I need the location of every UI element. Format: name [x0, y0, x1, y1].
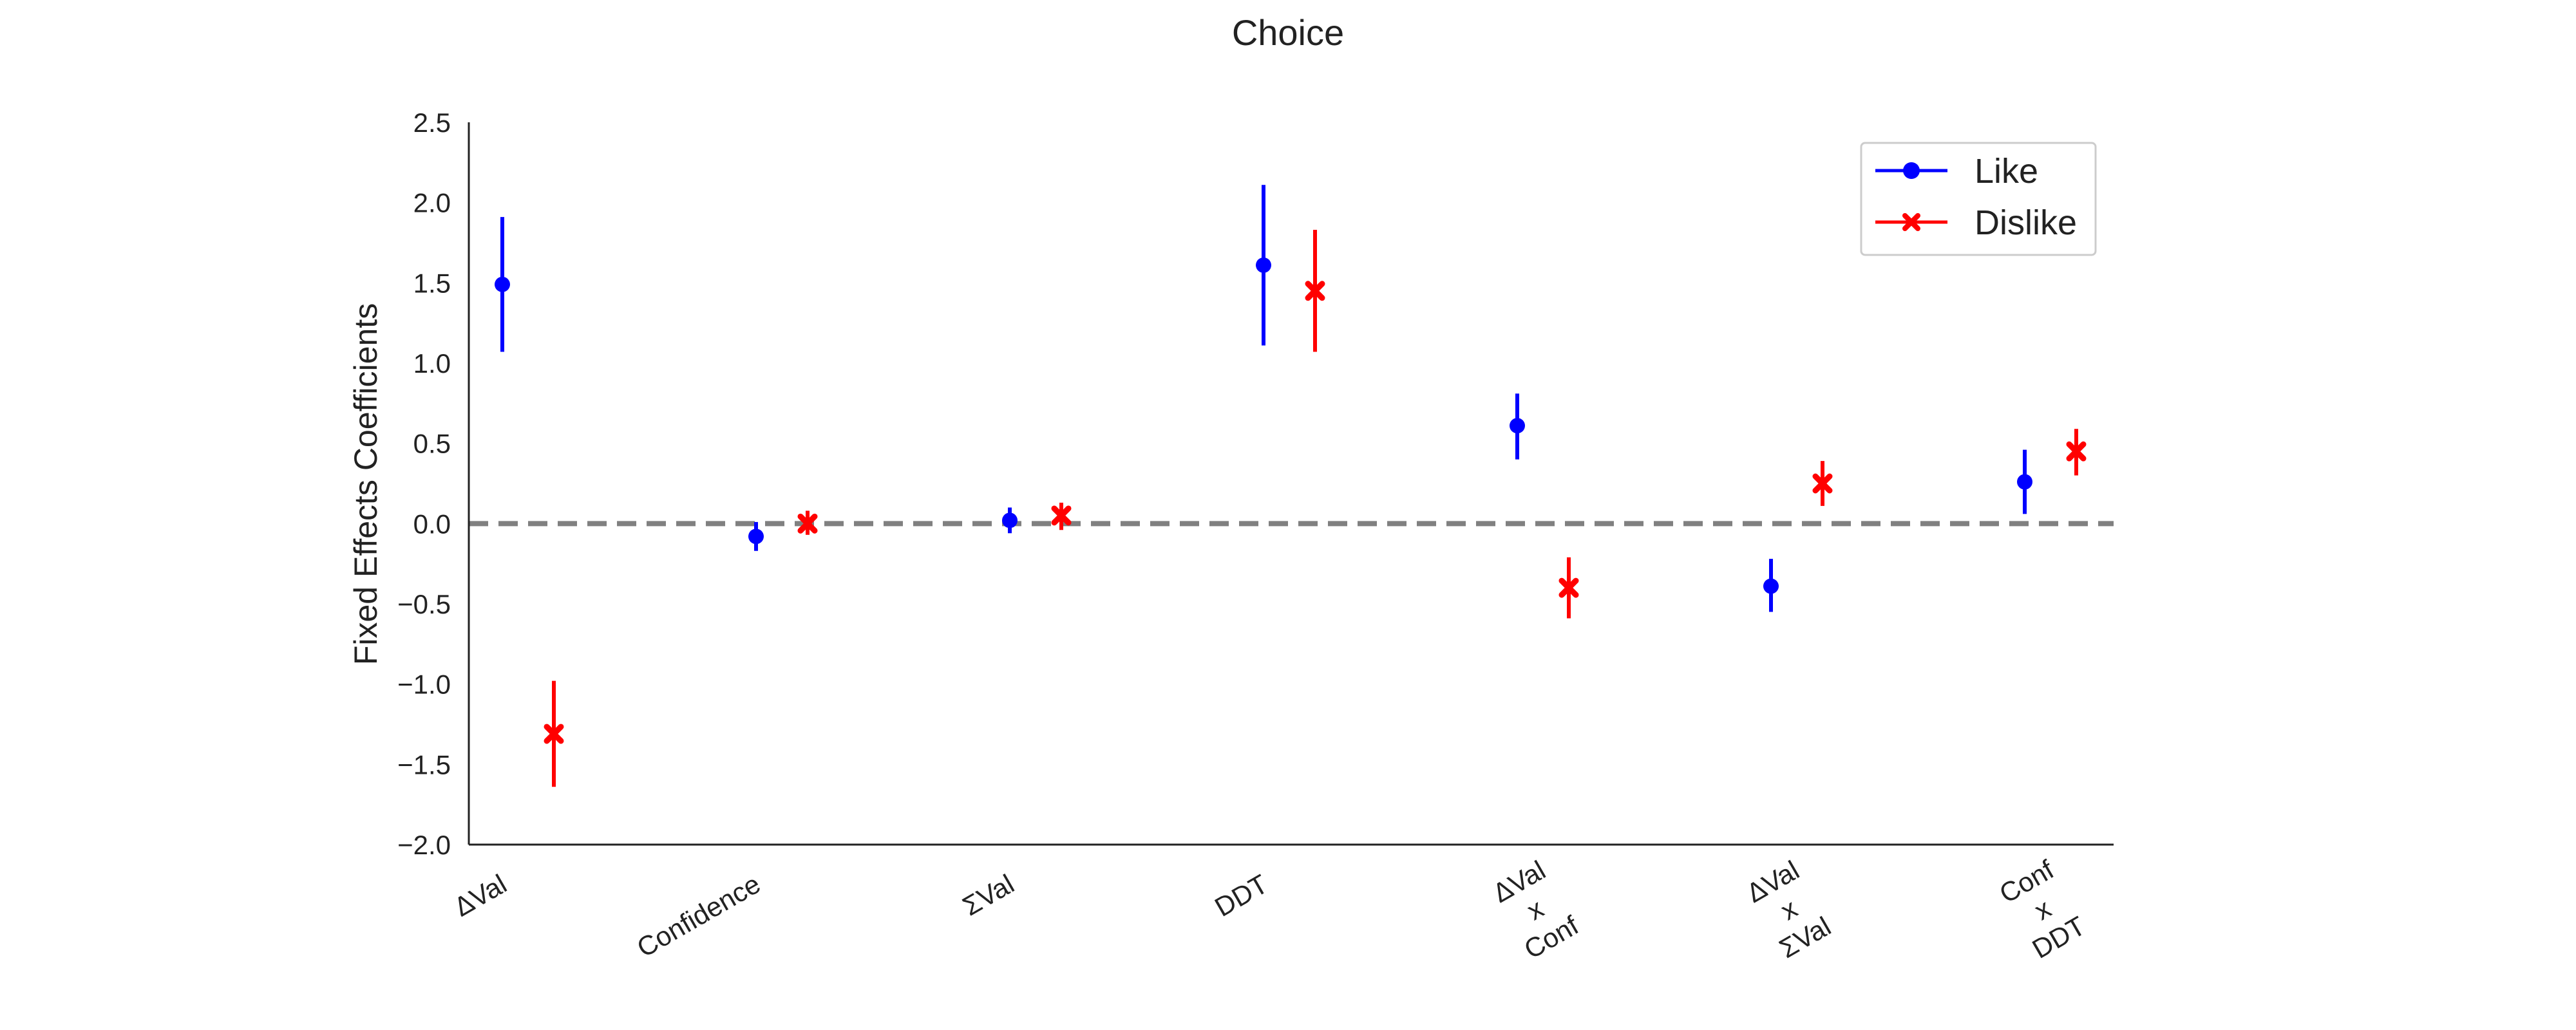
x-tick-label-line: ΣVal [1774, 911, 1836, 964]
dislike-point-stroke [1305, 281, 1325, 301]
x-tick-label-line: ΔVal [1741, 855, 1804, 909]
x-tick-label: ΣVal [958, 868, 1019, 921]
y-tick-label: 2.0 [413, 188, 451, 218]
dislike-point-stroke [797, 513, 818, 534]
x-tick-label-line: x [1522, 893, 1549, 926]
x-ticks-group: ΔVal Confidence ΣVal DDT ΔValxConfΔValxΣValC… [449, 854, 2090, 965]
y-tick-label: 0.0 [413, 509, 451, 539]
x-tick-label-line: Conf [1994, 854, 2060, 909]
x-tick-label-line: Confidence [632, 868, 766, 963]
y-tick-label: −1.5 [397, 749, 451, 780]
data-marks-group [495, 185, 2087, 787]
chart-title: Choice [1232, 12, 1344, 53]
dislike-point-stroke [1051, 505, 1072, 526]
dislike-point [1305, 281, 1325, 301]
legend-dislike-marker-stroke [1902, 213, 1920, 231]
like-point [1002, 512, 1018, 529]
y-tick-label: −1.0 [397, 670, 451, 700]
x-tick-label: DDT [1209, 868, 1273, 922]
legend-like-marker [1903, 162, 1920, 179]
like-point [1510, 418, 1525, 434]
dislike-point [797, 513, 818, 534]
y-axis-label: Fixed Effects Coefficients [348, 303, 384, 665]
x-tick-label-line: ΣVal [958, 868, 1019, 921]
y-tick-label: 2.5 [413, 108, 451, 138]
legend-dislike-label: Dislike [1975, 203, 2077, 242]
y-tick-label: 1.5 [413, 268, 451, 298]
legend-like-label: Like [1975, 152, 2038, 191]
x-tick-label: Confidence [632, 868, 766, 963]
x-tick-label-line: DDT [2027, 910, 2090, 964]
dislike-point-stroke [1812, 473, 1833, 494]
dislike-point [544, 724, 564, 744]
y-tick-label: −2.0 [397, 830, 451, 860]
legend: Like Dislike [1860, 142, 2097, 256]
axes-group [468, 122, 2114, 846]
dislike-point [1558, 577, 1579, 598]
x-tick-label: ΔVal [449, 868, 512, 922]
like-point [2017, 474, 2032, 490]
y-ticks-group: 2.5 2.0 1.5 1.0 0.5 0.0 −0.5 −1.0 −1.5 −2.0 [397, 108, 451, 860]
dislike-point [1812, 473, 1833, 494]
like-point [1763, 578, 1779, 594]
dislike-point-stroke [544, 724, 564, 744]
dislike-point [1051, 505, 1072, 526]
y-tick-label: −0.5 [397, 589, 451, 619]
x-tick-label-line: x [2029, 893, 2056, 926]
legend-dislike-marker [1902, 213, 1920, 231]
dislike-point [2066, 441, 2087, 462]
y-tick-label: 1.0 [413, 348, 451, 379]
y-tick-label: 0.5 [413, 429, 451, 459]
like-point [1256, 257, 1271, 273]
x-tick-label-line: DDT [1209, 868, 1273, 922]
dislike-point-stroke [2066, 441, 2087, 462]
x-tick-label-line: ΔVal [1488, 855, 1551, 909]
x-tick-label-line: x [1776, 893, 1803, 926]
like-point [748, 529, 764, 545]
x-tick-label-line: Conf [1519, 910, 1584, 964]
x-tick-label-line: ΔVal [449, 868, 512, 922]
like-point [495, 276, 510, 292]
dislike-point-stroke [1558, 577, 1579, 598]
